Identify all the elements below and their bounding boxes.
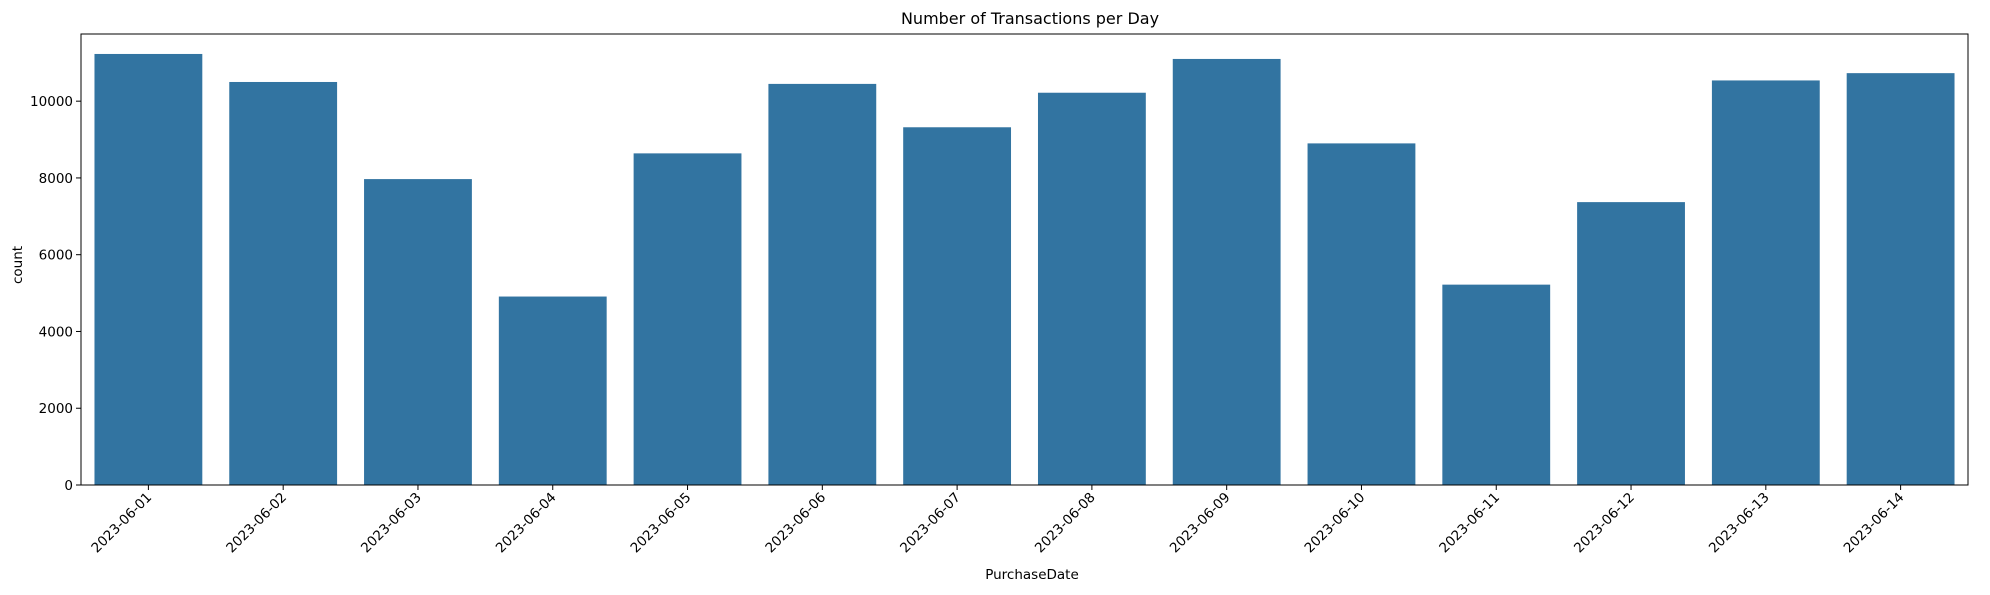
x-tick-label: 2023-06-01 xyxy=(88,490,155,557)
x-tick-label: 2023-06-09 xyxy=(1167,490,1234,557)
y-axis-label: count xyxy=(10,246,26,284)
x-tick-label: 2023-06-05 xyxy=(628,490,695,557)
x-tick-label: 2023-06-11 xyxy=(1436,490,1503,557)
x-tick-label: 2023-06-02 xyxy=(223,490,290,557)
x-tick-label: 2023-06-10 xyxy=(1301,490,1368,557)
y-tick-label: 2000 xyxy=(39,401,73,417)
bar-2023-06-12 xyxy=(1577,202,1685,485)
bar-2023-06-10 xyxy=(1307,143,1416,485)
y-tick-label: 10000 xyxy=(30,94,73,110)
bar-2023-06-02 xyxy=(229,81,338,485)
x-tick-label: 2023-06-14 xyxy=(1841,490,1908,557)
bar-2023-06-14 xyxy=(1846,73,1955,486)
x-tick-label: 2023-06-08 xyxy=(1032,490,1099,557)
plot-frame xyxy=(80,33,1969,486)
y-tick-label: 6000 xyxy=(39,248,73,264)
bar-2023-06-07 xyxy=(903,127,1012,486)
x-tick-label: 2023-06-04 xyxy=(493,490,560,557)
bar-2023-06-08 xyxy=(1037,92,1146,485)
x-tick-label: 2023-06-13 xyxy=(1706,490,1773,557)
bar-2023-06-04 xyxy=(498,296,607,485)
bars xyxy=(94,53,1955,486)
bar-2023-06-13 xyxy=(1711,80,1820,485)
x-tick-label: 2023-06-07 xyxy=(897,490,964,557)
x-axis-label: PurchaseDate xyxy=(985,567,1079,583)
x-tick-label: 2023-06-06 xyxy=(762,490,829,557)
bar-2023-06-11 xyxy=(1442,284,1551,485)
bar-2023-06-03 xyxy=(364,179,472,485)
bar-2023-06-05 xyxy=(633,153,742,485)
x-tick-label: 2023-06-03 xyxy=(358,490,425,557)
y-tick-label: 8000 xyxy=(39,171,73,187)
x-tick-label: 2023-06-12 xyxy=(1571,490,1638,557)
bar-2023-06-09 xyxy=(1172,58,1281,485)
y-tick-label: 0 xyxy=(64,478,73,494)
bar-2023-06-01 xyxy=(94,53,203,486)
chart-title: Number of Transactions per Day xyxy=(901,9,1159,28)
y-tick-label: 4000 xyxy=(39,324,73,340)
bar-2023-06-06 xyxy=(768,83,877,486)
